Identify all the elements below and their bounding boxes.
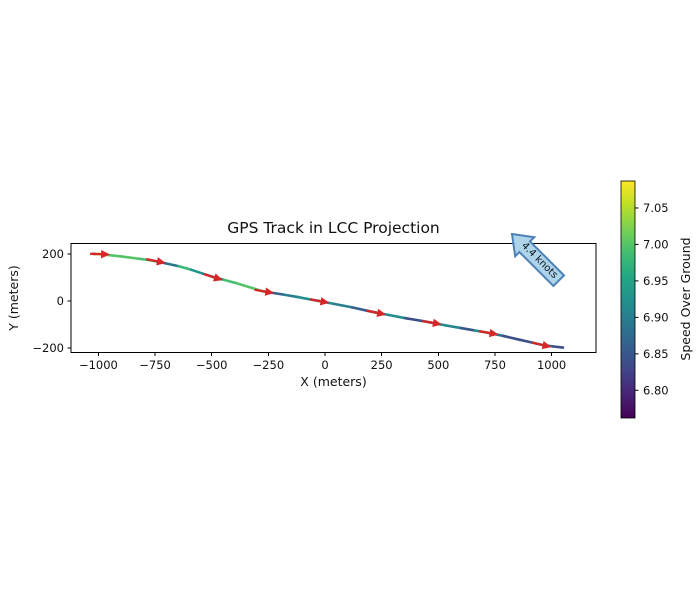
colorbar-label: Speed Over Ground [677,237,693,361]
colorbar-tick-label: 7.00 [643,237,669,251]
colorbar-tick-label: 6.95 [643,274,669,288]
x-tick-label: 250 [371,358,393,372]
speed-annotation-arrow [510,232,566,288]
heading-arrow-marker [203,272,223,282]
heading-arrow-marker [531,340,552,350]
y-tick-label: 0 [57,294,64,308]
x-axis-label: X (meters) [300,374,367,389]
y-tick-label: −200 [32,341,64,355]
colorbar-tick-label: 6.85 [643,347,669,361]
heading-arrow-marker [366,308,387,317]
x-tick-label: 1000 [537,358,566,372]
x-tick-label: −500 [196,358,228,372]
heading-arrow-marker [254,287,275,296]
y-axis-label: Y (meters) [5,265,21,331]
colorbar-tick-label: 7.05 [643,201,669,215]
x-tick-label: −750 [139,358,171,372]
x-tick-label: −250 [253,358,285,372]
heading-arrow-marker [309,297,330,306]
x-tick-label: 500 [427,358,449,372]
colorbar [620,180,636,419]
x-tick-label: 0 [321,358,328,372]
y-tick-label: 200 [42,247,64,261]
colorbar-tick-label: 6.80 [643,383,669,397]
heading-arrow-marker [146,257,166,266]
plot-title: GPS Track in LCC Projection [227,219,440,237]
x-tick-label: −1000 [79,358,118,372]
heading-arrow-marker [421,318,442,328]
colorbar-tick-label: 6.90 [643,310,669,324]
heading-arrow-marker [90,249,111,259]
heading-arrow-marker [478,328,499,338]
axes-frame [70,243,597,353]
x-tick-label: 750 [484,358,506,372]
